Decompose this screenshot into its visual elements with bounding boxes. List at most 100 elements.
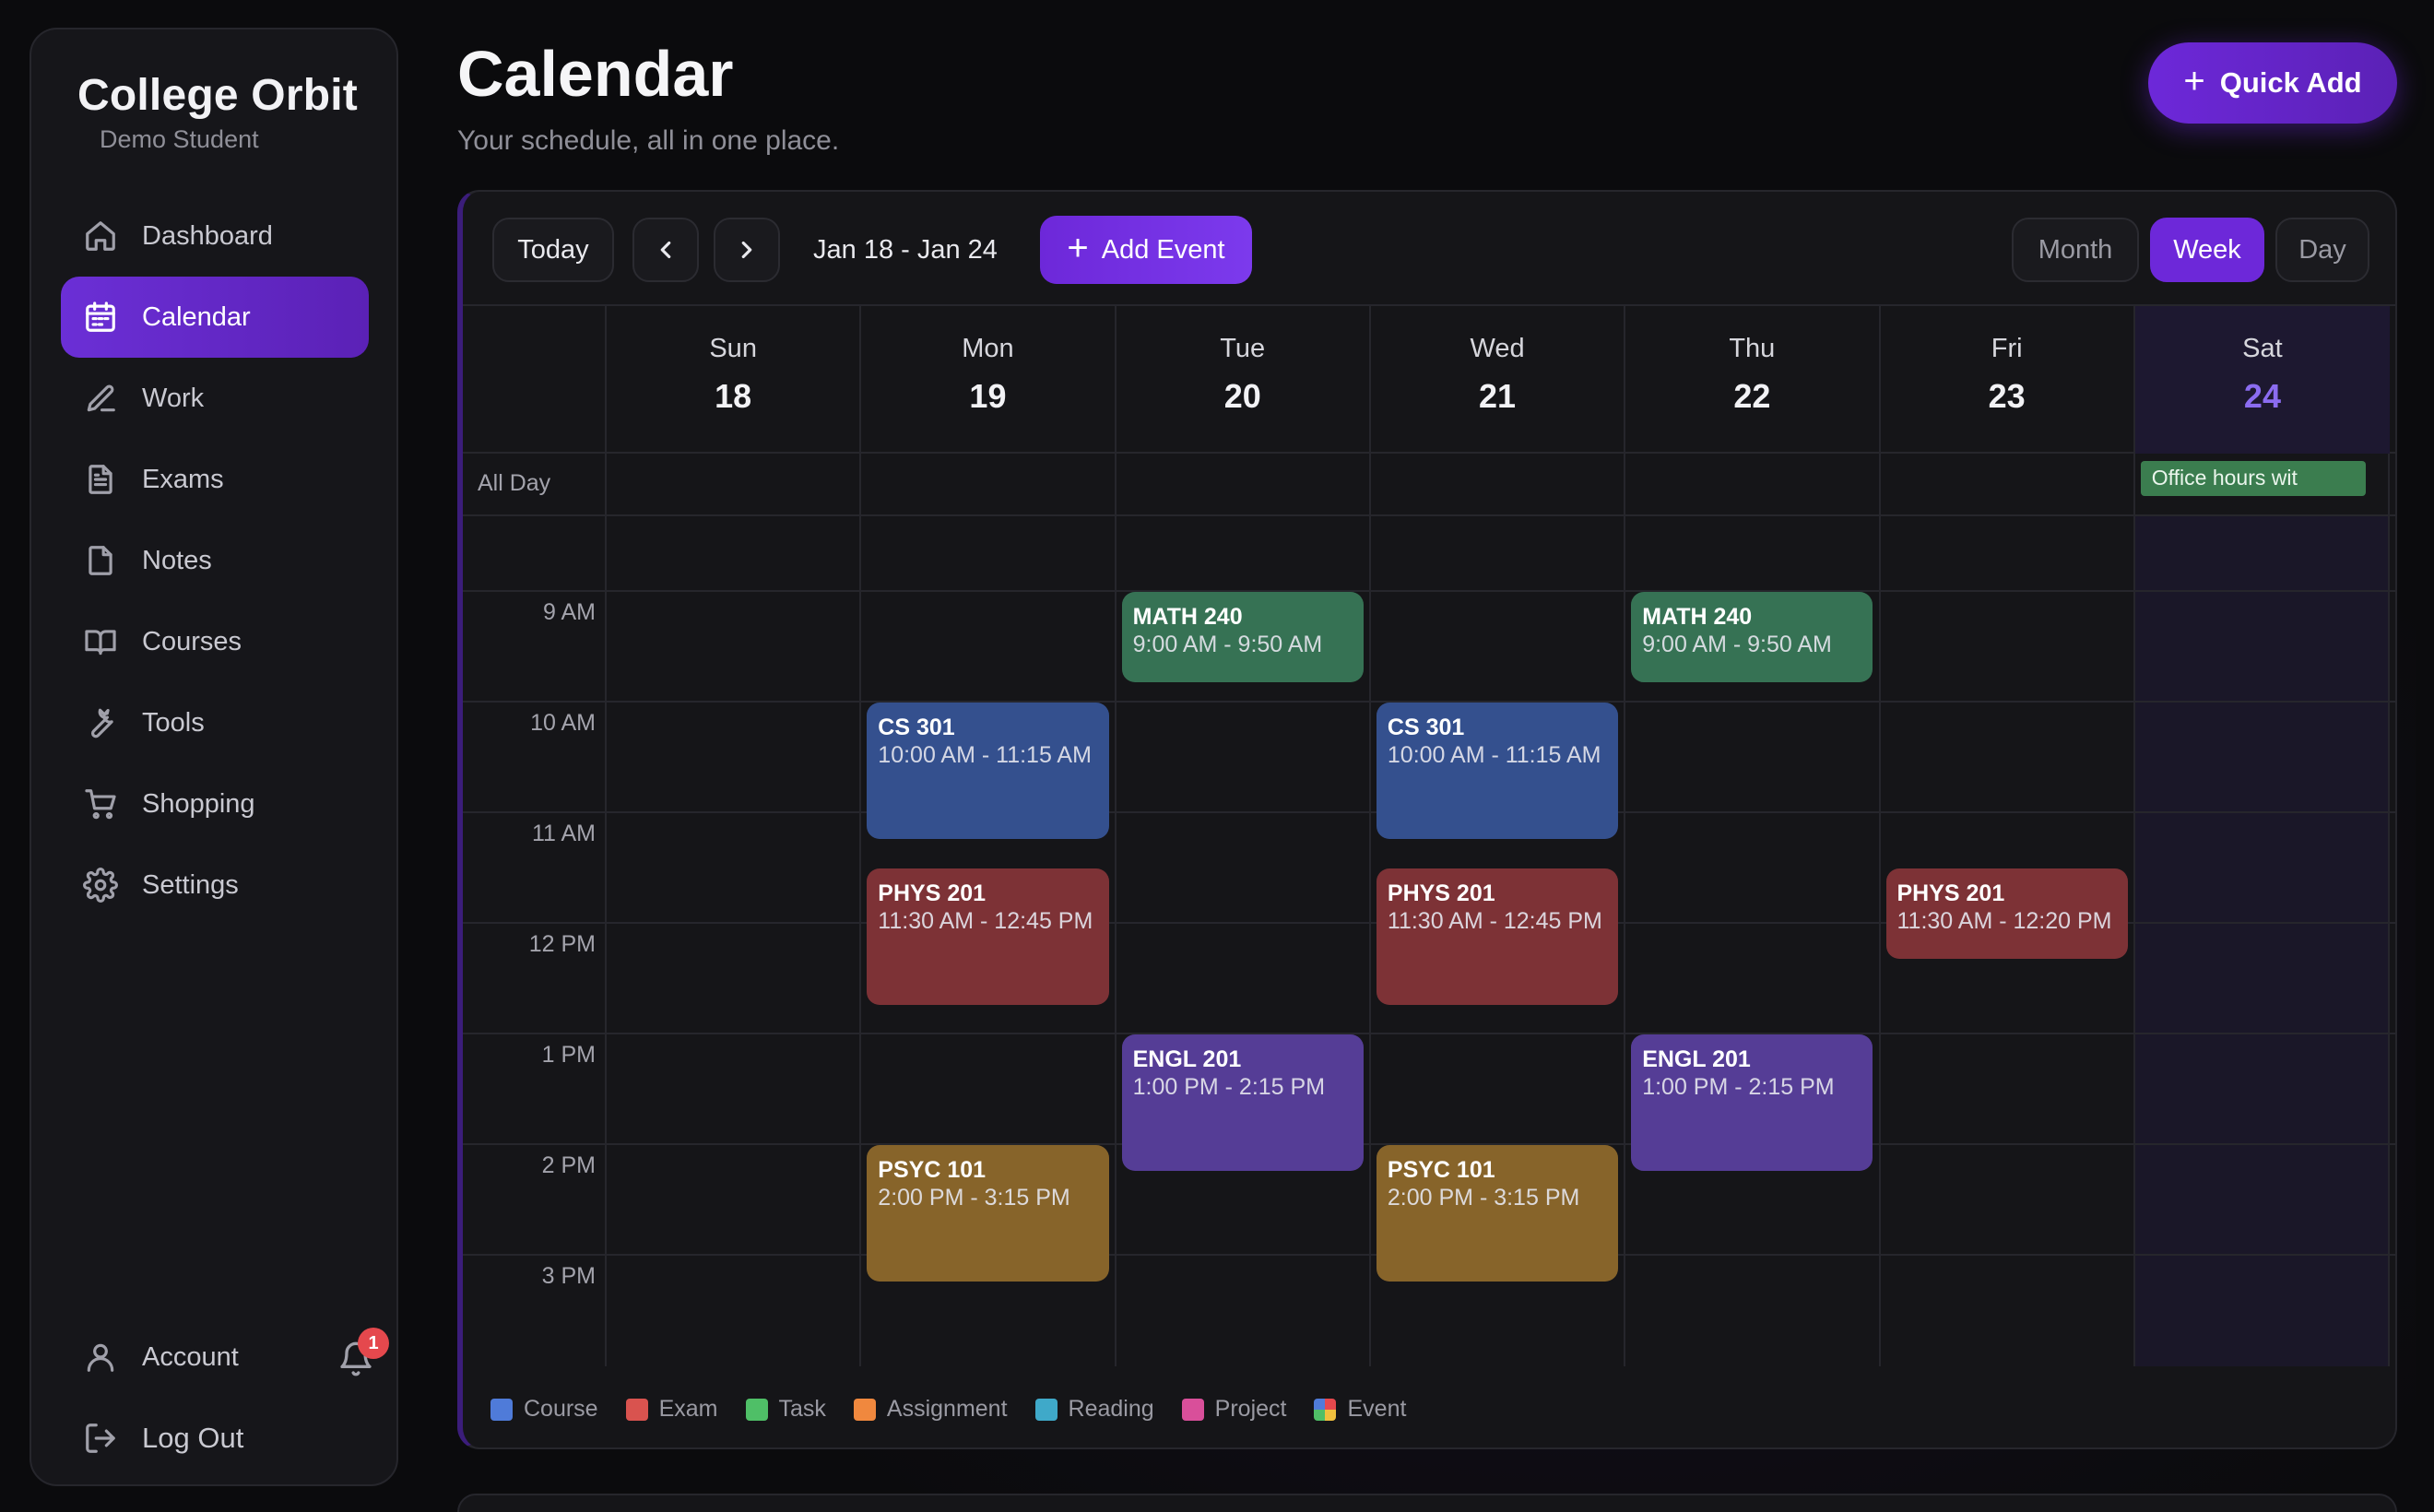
calendar-toolbar: Today Jan 18 - Jan 24 + Add Event Month … <box>463 192 2395 306</box>
column-divider <box>859 454 862 1366</box>
quick-add-button[interactable]: + Quick Add <box>2148 42 2397 124</box>
event-title: MATH 240 <box>1642 604 1753 630</box>
day-header-wed[interactable]: Wed 21 <box>1368 306 1624 454</box>
today-label: Today <box>517 234 589 265</box>
cart-icon <box>81 785 120 823</box>
today-button[interactable]: Today <box>492 218 614 282</box>
notification-button[interactable]: 1 <box>337 1328 389 1376</box>
hour-line <box>463 1143 2395 1145</box>
logout-icon <box>81 1419 120 1458</box>
event-time: 1:00 PM - 2:15 PM <box>1642 1074 1835 1100</box>
day-header-mon[interactable]: Mon 19 <box>859 306 1114 454</box>
column-divider <box>2388 454 2391 1366</box>
logout-label: Log Out <box>142 1422 244 1454</box>
prev-week-button[interactable] <box>632 218 699 282</box>
sidebar-item-courses[interactable]: Courses <box>61 601 369 682</box>
calendar-event[interactable]: ENGL 201 1:00 PM - 2:15 PM <box>1631 1034 1873 1171</box>
sidebar-bottom: Account 1 Log Out <box>61 1317 389 1479</box>
day-header-thu[interactable]: Thu 22 <box>1624 306 1878 454</box>
sidebar-item-label: Notes <box>142 545 212 575</box>
day-number: 22 <box>1733 377 1771 415</box>
calendar-event[interactable]: PSYC 101 2:00 PM - 3:15 PM <box>867 1145 1109 1282</box>
event-title: MATH 240 <box>1132 604 1243 630</box>
next-week-button[interactable] <box>714 218 780 282</box>
plus-icon: + <box>2183 61 2205 101</box>
day-header-sun[interactable]: Sun 18 <box>605 306 859 454</box>
sidebar-item-tools[interactable]: Tools <box>61 682 369 763</box>
event-time: 1:00 PM - 2:15 PM <box>1132 1074 1326 1100</box>
all-day-event[interactable]: Office hours wit <box>2140 461 2366 496</box>
sidebar-item-dashboard[interactable]: Dashboard <box>61 195 369 277</box>
legend-label: Assignment <box>886 1396 1008 1422</box>
column-divider <box>605 454 607 1366</box>
hour-line <box>463 1033 2395 1034</box>
column-divider <box>1878 454 1881 1366</box>
event-time: 2:00 PM - 3:15 PM <box>1387 1185 1580 1211</box>
calendar-event[interactable]: PHYS 201 11:30 AM - 12:45 PM <box>1376 868 1619 1005</box>
secondary-card <box>457 1494 2397 1512</box>
day-header-row: Sun 18 Mon 19 Tue 20 Wed 21 Thu 22 Fri 23 Sat 24 <box>463 306 2395 454</box>
calendar-event[interactable]: PHYS 201 11:30 AM - 12:20 PM <box>1885 868 2128 959</box>
legend-label: Course <box>524 1396 598 1422</box>
legend-swatch <box>853 1398 876 1421</box>
today-column-highlight <box>2133 516 2391 1366</box>
sidebar-item-work[interactable]: Work <box>61 358 369 439</box>
calendar-event[interactable]: MATH 240 9:00 AM - 9:50 AM <box>1121 592 1364 682</box>
day-name: Sun <box>709 334 757 363</box>
page-subtitle: Your schedule, all in one place. <box>457 125 840 156</box>
event-time: 2:00 PM - 3:15 PM <box>878 1185 1070 1211</box>
quick-add-label: Quick Add <box>2219 66 2362 99</box>
day-number: 20 <box>1223 377 1261 415</box>
calendar-event[interactable]: PHYS 201 11:30 AM - 12:45 PM <box>867 868 1109 1005</box>
day-header-fri[interactable]: Fri 23 <box>1878 306 2133 454</box>
legend-swatch <box>1181 1398 1204 1421</box>
time-label: 3 PM <box>541 1263 596 1289</box>
calendar-event[interactable]: ENGL 201 1:00 PM - 2:15 PM <box>1121 1034 1364 1171</box>
view-week-button[interactable]: Week <box>2150 218 2264 282</box>
page-title: Calendar <box>457 38 734 110</box>
calendar-event[interactable]: MATH 240 9:00 AM - 9:50 AM <box>1631 592 1873 682</box>
time-label: 10 AM <box>530 710 596 736</box>
legend-item-project: Project <box>1181 1396 1286 1423</box>
column-divider <box>1368 454 1371 1366</box>
legend-swatch <box>1314 1398 1337 1421</box>
legend-swatch <box>490 1398 513 1421</box>
home-icon <box>81 217 120 255</box>
calendar-icon <box>81 298 120 337</box>
view-month-button[interactable]: Month <box>2012 218 2139 282</box>
view-day-button[interactable]: Day <box>2275 218 2369 282</box>
calendar-event[interactable]: CS 301 10:00 AM - 11:15 AM <box>1376 703 1619 839</box>
sidebar-item-calendar[interactable]: Calendar <box>61 277 369 358</box>
gear-icon <box>81 866 120 904</box>
chevron-left-icon <box>660 241 671 259</box>
legend-label: Event <box>1347 1396 1407 1422</box>
calendar-event[interactable]: PSYC 101 2:00 PM - 3:15 PM <box>1376 1145 1619 1282</box>
time-label: 11 AM <box>531 821 596 846</box>
sidebar-item-settings[interactable]: Settings <box>61 845 369 926</box>
add-event-button[interactable]: + Add Event <box>1040 216 1252 284</box>
calendar-event[interactable]: CS 301 10:00 AM - 11:15 AM <box>867 703 1109 839</box>
legend-swatch <box>625 1398 648 1421</box>
column-divider <box>1114 454 1117 1366</box>
sidebar-item-exams[interactable]: Exams <box>61 439 369 520</box>
sidebar-item-shopping[interactable]: Shopping <box>61 763 369 845</box>
user-name: Demo Student <box>100 125 259 153</box>
day-name: Tue <box>1220 334 1266 363</box>
legend-item-course: Course <box>490 1396 598 1423</box>
sidebar-item-label: Exams <box>142 464 224 494</box>
sidebar-item-account[interactable]: Account 1 <box>61 1317 389 1398</box>
logout-button[interactable]: Log Out <box>61 1398 369 1479</box>
sidebar-nav: Dashboard Calendar Work Exams Notes Cour… <box>61 195 369 926</box>
hour-line <box>463 590 2395 592</box>
day-header-sat[interactable]: Sat 24 <box>2133 306 2391 454</box>
legend-item-task: Task <box>745 1396 826 1423</box>
legend-label: Exam <box>658 1396 718 1422</box>
column-divider <box>2133 454 2135 1366</box>
day-header-tue[interactable]: Tue 20 <box>1114 306 1369 454</box>
day-name: Mon <box>962 334 1014 363</box>
view-label: Month <box>2038 234 2113 265</box>
event-title: ENGL 201 <box>1132 1046 1242 1072</box>
sidebar-item-notes[interactable]: Notes <box>61 520 369 601</box>
day-number: 21 <box>1479 377 1517 415</box>
day-number: 18 <box>715 377 752 415</box>
